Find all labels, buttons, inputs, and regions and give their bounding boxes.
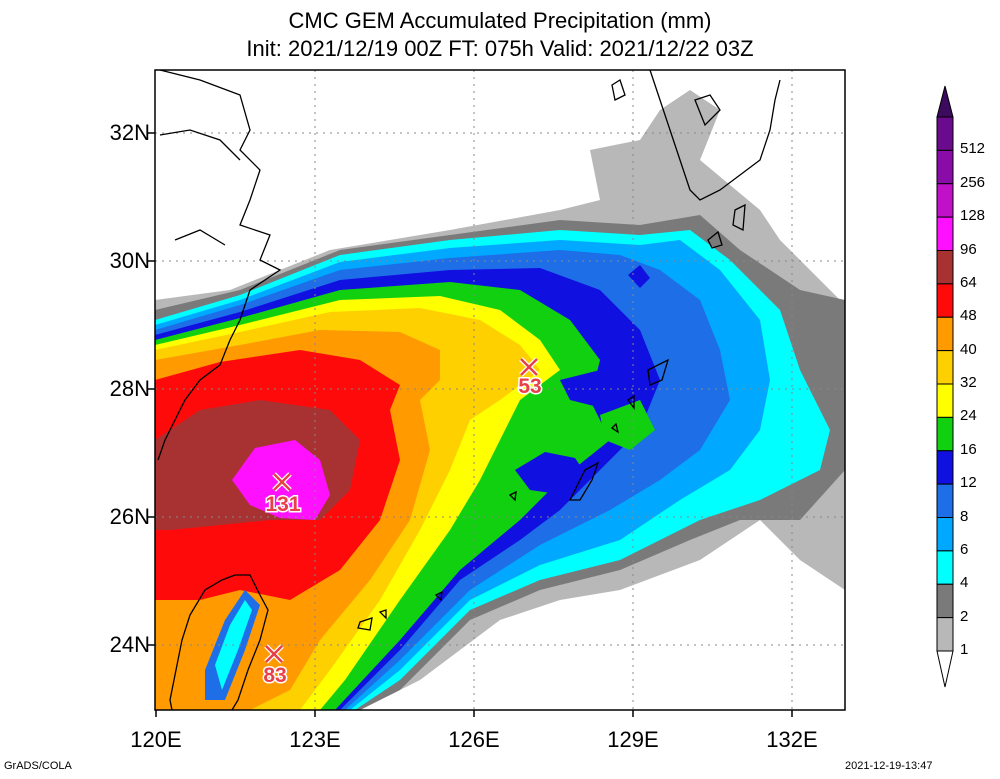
lat-label-28n: 28N (109, 376, 150, 401)
max-marker-131: 131 (264, 472, 302, 518)
coastlines (157, 69, 781, 711)
footer-credit: GrADS/COLA (4, 760, 72, 772)
max-marker-group: 131 53 83 (262, 357, 543, 689)
colorbar-level-label: 2 (960, 607, 969, 625)
colorbar-swatch (936, 116, 954, 151)
lon-label-120e: 120E (130, 727, 182, 752)
lat-label-26n: 26N (109, 504, 150, 529)
colorbar-swatch (936, 149, 954, 185)
map-frame (154, 69, 846, 711)
colorbar-level-label: 96 (960, 240, 977, 258)
colorbar-swatch (936, 316, 954, 352)
colorbar-level-label: 8 (960, 507, 969, 525)
colorbar-swatch (936, 383, 954, 418)
lon-label-132e: 132E (766, 727, 818, 752)
chart-title: CMC GEM Accumulated Precipitation (mm) (288, 8, 712, 33)
lon-label-123e: 123E (289, 727, 341, 752)
colorbar-level-label: 64 (960, 273, 977, 291)
colorbar-level-label: 512 (960, 140, 986, 158)
colorbar-cap-top (936, 85, 954, 118)
colorbar-swatch (936, 216, 954, 251)
colorbar-swatch (936, 183, 954, 218)
colorbar-level-label: 6 (960, 540, 969, 558)
lon-label-129e: 129E (607, 727, 659, 752)
colorbar-swatch (936, 617, 954, 652)
lat-label-32n: 32N (109, 120, 150, 145)
colorbar (936, 85, 954, 688)
lat-label-24n: 24N (109, 632, 150, 657)
lat-label-30n: 30N (109, 248, 150, 273)
colorbar-swatch (936, 416, 954, 452)
lon-label-126e: 126E (448, 727, 500, 752)
colorbar-swatch (936, 483, 954, 518)
colorbar-swatch (936, 450, 954, 485)
max-label-131: 131 (265, 493, 300, 516)
axis-ticks (148, 132, 793, 717)
colorbar-level-label: 40 (960, 340, 977, 358)
colorbar-level-label: 24 (960, 407, 977, 425)
colorbar-level-label: 16 (960, 440, 977, 458)
max-marker-53: 53 (517, 357, 543, 400)
graticule (155, 70, 845, 710)
footer-timestamp: 2021-12-19-13:47 (845, 760, 933, 772)
colorbar-level-label: 12 (960, 474, 977, 492)
colorbar-swatch (936, 350, 954, 385)
colorbar-level-label: 256 (960, 173, 986, 191)
max-label-53: 53 (518, 375, 541, 398)
colorbar-level-label: 48 (960, 307, 977, 325)
max-marker-83: 83 (262, 644, 288, 689)
colorbar-level-label: 128 (960, 207, 986, 225)
colorbar-swatch (936, 250, 954, 285)
precipitation-field (155, 70, 845, 710)
colorbar-swatch (936, 550, 954, 585)
colorbar-level-label: 1 (960, 641, 969, 658)
colorbar-level-label: 32 (960, 374, 977, 391)
colorbar-cap-bottom (936, 650, 954, 688)
colorbar-swatch (936, 283, 954, 318)
colorbar-level-label: 4 (960, 574, 969, 592)
colorbar-swatch (936, 583, 954, 619)
max-label-83: 83 (263, 664, 286, 687)
colorbar-swatch (936, 517, 954, 552)
chart-subtitle: Init: 2021/12/19 00Z FT: 075h Valid: 202… (246, 36, 754, 61)
